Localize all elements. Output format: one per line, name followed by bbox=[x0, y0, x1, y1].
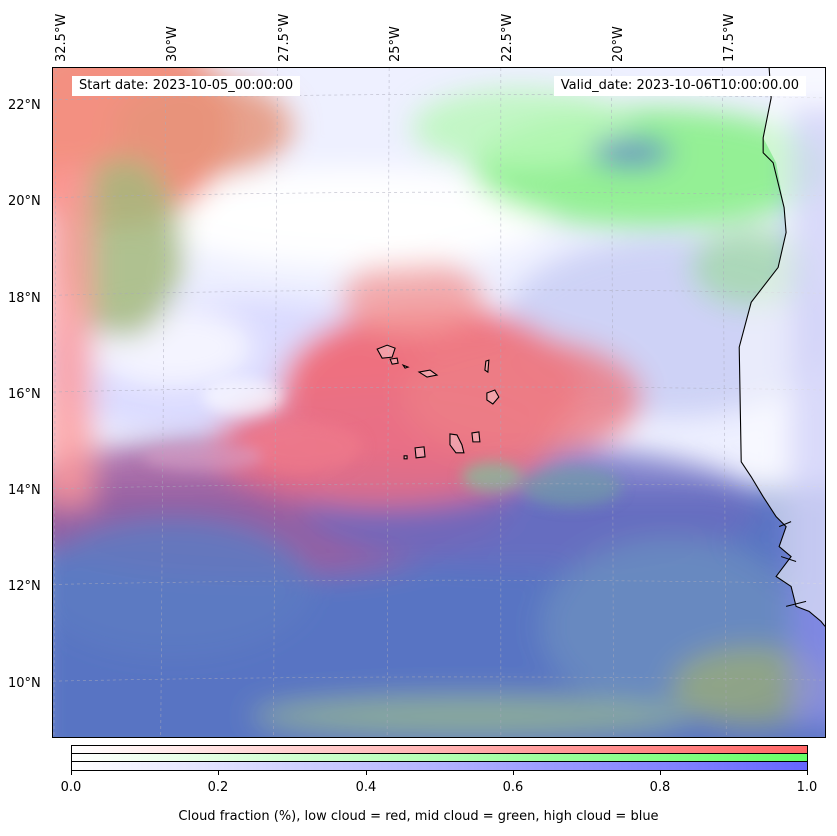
cape-verde-islands bbox=[376, 344, 500, 460]
colorbar-high-cloud bbox=[72, 762, 807, 770]
lon-label-22-5w: 22.5°W bbox=[500, 13, 515, 62]
lon-label-20w: 20°W bbox=[611, 26, 626, 62]
island-santiago bbox=[449, 433, 465, 454]
island-maio bbox=[471, 431, 481, 443]
lat-label-22n: 22°N bbox=[8, 98, 41, 113]
colorbar-tickmark bbox=[660, 771, 661, 775]
colorbar-title: Cloud fraction (%), low cloud = red, mid… bbox=[178, 809, 659, 824]
island-fogo bbox=[414, 446, 426, 459]
colorbar-tick-label: 0.2 bbox=[207, 780, 229, 795]
colorbar-tickmark bbox=[513, 771, 514, 775]
lat-label-12n: 12°N bbox=[8, 579, 41, 594]
africa-land bbox=[739, 68, 825, 627]
valid-date-label: Valid_date: 2023-10-06T10:00:00.00 bbox=[553, 76, 806, 96]
lat-label-18n: 18°N bbox=[8, 291, 41, 306]
colorbar bbox=[71, 745, 808, 771]
africa-coastline bbox=[738, 68, 825, 627]
lon-label-25w: 25°W bbox=[388, 26, 403, 62]
island-sao-vicente bbox=[389, 357, 399, 365]
map-panel: Start date: 2023-10-05_00:00:00 Valid_da… bbox=[52, 67, 826, 738]
lon-label-30w: 30°W bbox=[165, 26, 180, 62]
lon-label-17-5w: 17.5°W bbox=[722, 13, 737, 62]
colorbar-tick-label: 0.0 bbox=[60, 780, 82, 795]
cloud-detail bbox=[142, 379, 622, 507]
island-sal bbox=[484, 359, 490, 374]
colorbar-tick-label: 0.6 bbox=[502, 780, 524, 795]
island-sao-nicolau bbox=[417, 369, 439, 378]
colorbar-tick-label: 0.8 bbox=[649, 780, 671, 795]
colorbar-tick-label: 0.4 bbox=[355, 780, 377, 795]
colorbar-tickmark bbox=[366, 771, 367, 775]
start-date-label: Start date: 2023-10-05_00:00:00 bbox=[72, 76, 301, 96]
lat-label-16n: 16°N bbox=[8, 387, 41, 402]
graticule bbox=[53, 68, 825, 737]
colorbar-tickmark bbox=[807, 771, 808, 775]
colorbar-mid-cloud bbox=[72, 754, 807, 762]
lat-label-10n: 10°N bbox=[8, 676, 41, 691]
cloud-fraction-map bbox=[53, 68, 825, 737]
island-boa-vista bbox=[486, 389, 500, 405]
colorbar-low-cloud bbox=[72, 746, 807, 754]
island-brava bbox=[403, 455, 408, 460]
lat-label-20n: 20°N bbox=[8, 194, 41, 209]
coast-detail bbox=[778, 521, 807, 607]
lon-label-27-5w: 27.5°W bbox=[277, 13, 292, 62]
lat-label-14n: 14°N bbox=[8, 483, 41, 498]
colorbar-tickmark bbox=[218, 771, 219, 775]
island-santo-antao bbox=[376, 344, 396, 359]
island-santa-luzia bbox=[401, 363, 410, 369]
colorbar-tickmark bbox=[71, 771, 72, 775]
lon-label-32-5w: 32.5°W bbox=[54, 13, 69, 62]
cloud-fields bbox=[53, 68, 825, 737]
colorbar-tick-label: 1.0 bbox=[796, 780, 818, 795]
